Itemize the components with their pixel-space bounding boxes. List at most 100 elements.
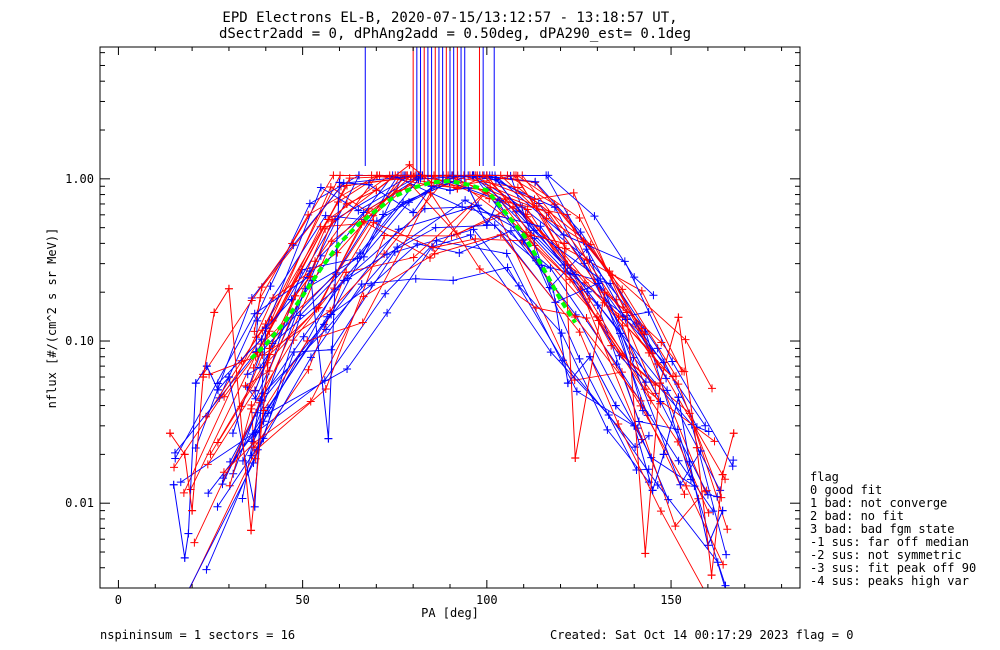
data-point xyxy=(630,421,639,430)
flux-curve xyxy=(242,234,726,586)
flux-marker xyxy=(593,301,602,310)
flux-curve xyxy=(208,174,674,378)
series-0 xyxy=(169,178,727,562)
data-point xyxy=(707,571,716,580)
flux-marker xyxy=(327,345,336,354)
flux-marker xyxy=(218,480,227,489)
flux-marker xyxy=(546,263,555,272)
flux-marker xyxy=(358,318,367,327)
data-point xyxy=(328,216,337,225)
flux-marker xyxy=(663,386,672,395)
data-point xyxy=(306,272,314,281)
flux-marker xyxy=(176,478,185,487)
flux-marker xyxy=(653,480,662,489)
flux-marker xyxy=(171,454,180,463)
data-point xyxy=(324,434,333,443)
flux-marker xyxy=(383,308,392,317)
flux-marker xyxy=(719,560,728,569)
flux-marker xyxy=(676,480,685,489)
data-point xyxy=(729,429,738,438)
flux-marker xyxy=(257,283,266,292)
flag-legend: flag 0 good fit 1 bad: not converge 2 ba… xyxy=(810,470,976,588)
data-point xyxy=(560,239,569,248)
flux-marker xyxy=(203,460,212,469)
flux-marker xyxy=(703,490,712,499)
data-point xyxy=(563,379,572,388)
flux-marker xyxy=(202,565,211,574)
flux-marker xyxy=(563,210,572,219)
flux-marker xyxy=(646,396,655,405)
flux-curve xyxy=(217,174,644,508)
flux-marker xyxy=(256,363,265,372)
flux-marker xyxy=(662,374,671,383)
flux-marker xyxy=(178,599,186,607)
flux-curve xyxy=(254,224,718,498)
flux-marker xyxy=(326,182,335,191)
flux-marker xyxy=(322,325,331,334)
flux-curve xyxy=(183,174,728,530)
data-point xyxy=(342,199,351,208)
flux-marker xyxy=(367,281,376,290)
flux-marker xyxy=(249,438,258,447)
fit-curve xyxy=(249,178,577,360)
data-point xyxy=(405,160,414,169)
data-point xyxy=(648,486,657,495)
flux-marker xyxy=(324,215,333,224)
flux-curve xyxy=(188,228,650,588)
data-layer xyxy=(166,47,738,607)
flux-marker xyxy=(668,372,677,381)
flux-marker xyxy=(682,481,691,490)
data-point xyxy=(184,529,193,538)
legend-item: 0 good fit xyxy=(810,483,882,497)
flux-marker xyxy=(190,538,199,547)
flux-marker xyxy=(491,173,500,182)
flux-marker xyxy=(579,237,588,246)
flux-curve xyxy=(193,174,656,543)
flux-marker xyxy=(614,419,623,428)
flux-marker xyxy=(206,450,215,459)
flux-marker xyxy=(674,456,683,465)
data-point xyxy=(600,288,609,297)
flux-curve xyxy=(222,230,695,487)
data-point xyxy=(224,284,233,293)
flux-marker xyxy=(290,348,299,357)
flux-marker xyxy=(713,558,722,567)
flux-marker xyxy=(496,230,505,239)
flux-marker xyxy=(359,292,368,301)
flux-marker xyxy=(407,171,416,180)
flux-marker xyxy=(603,425,612,434)
flux-marker xyxy=(532,303,541,312)
flux-marker xyxy=(220,392,229,401)
flux-marker xyxy=(409,253,418,262)
flux-marker xyxy=(572,387,581,396)
data-point xyxy=(659,450,668,459)
data-point xyxy=(674,313,683,322)
flux-marker xyxy=(704,508,713,517)
data-point xyxy=(372,186,381,195)
data-point xyxy=(527,231,536,240)
flux-marker xyxy=(596,274,605,283)
data-point xyxy=(446,186,454,195)
flux-marker xyxy=(305,199,314,208)
flux-marker xyxy=(631,443,640,452)
flux-marker xyxy=(723,525,732,534)
flux-marker xyxy=(607,341,616,350)
data-point xyxy=(692,443,701,452)
flux-marker xyxy=(530,195,539,204)
flux-marker xyxy=(343,274,352,283)
flux-marker xyxy=(575,328,584,337)
flux-marker xyxy=(621,315,630,324)
flux-marker xyxy=(651,381,660,390)
legend-item: -4 sus: peaks high var xyxy=(810,574,969,588)
flux-marker xyxy=(258,351,267,360)
flux-marker xyxy=(536,222,545,231)
flux-marker xyxy=(722,550,731,559)
data-point xyxy=(180,553,189,562)
flux-marker xyxy=(638,406,647,415)
flux-marker xyxy=(513,183,522,192)
flux-marker xyxy=(367,171,376,180)
flux-marker xyxy=(431,223,440,232)
flux-marker xyxy=(179,488,188,497)
flux-marker xyxy=(657,338,666,347)
